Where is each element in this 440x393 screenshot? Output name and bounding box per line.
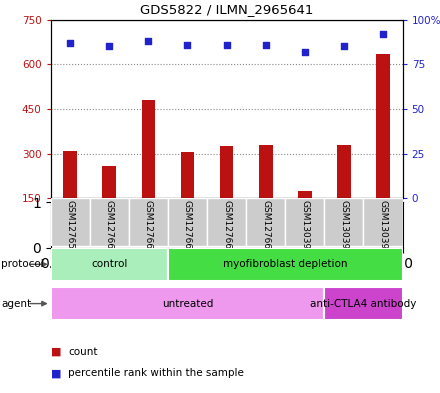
Bar: [51, 287, 324, 320]
Text: ■: ■: [51, 347, 61, 357]
Text: untreated: untreated: [162, 299, 213, 309]
Text: GSM1276603: GSM1276603: [222, 200, 231, 261]
Text: agent: agent: [1, 299, 31, 309]
Point: [301, 49, 308, 55]
Text: GSM1276602: GSM1276602: [183, 200, 192, 261]
Point: [341, 43, 348, 50]
Bar: [298, 191, 312, 198]
Text: percentile rank within the sample: percentile rank within the sample: [68, 368, 244, 378]
Text: GSM1303940: GSM1303940: [301, 200, 309, 261]
Text: GSM1276604: GSM1276604: [261, 200, 270, 261]
Bar: [220, 146, 234, 198]
Point: [106, 43, 113, 50]
Bar: [51, 198, 90, 246]
Bar: [285, 198, 324, 246]
Point: [262, 42, 269, 48]
Bar: [129, 198, 168, 246]
Text: GSM1303942: GSM1303942: [378, 200, 388, 261]
Bar: [337, 145, 351, 198]
Bar: [363, 198, 403, 246]
Point: [184, 42, 191, 48]
Bar: [324, 198, 363, 246]
Bar: [168, 198, 207, 246]
Bar: [376, 54, 390, 198]
Bar: [63, 151, 77, 198]
Bar: [142, 100, 155, 198]
Text: GSM1276599: GSM1276599: [66, 200, 75, 261]
Text: GSM1276600: GSM1276600: [105, 200, 114, 261]
Bar: [324, 287, 403, 320]
Point: [145, 38, 152, 44]
Text: protocol: protocol: [1, 259, 44, 269]
Bar: [103, 166, 116, 198]
Text: ■: ■: [51, 368, 61, 378]
Point: [380, 31, 387, 37]
Point: [66, 40, 73, 46]
Bar: [51, 248, 168, 281]
Text: GSM1303941: GSM1303941: [339, 200, 348, 261]
Point: [223, 42, 230, 48]
Text: myofibroblast depletion: myofibroblast depletion: [223, 259, 348, 269]
Title: GDS5822 / ILMN_2965641: GDS5822 / ILMN_2965641: [140, 3, 313, 16]
Bar: [246, 198, 285, 246]
Bar: [181, 152, 194, 198]
Bar: [168, 248, 403, 281]
Text: control: control: [91, 259, 128, 269]
Text: anti-CTLA4 antibody: anti-CTLA4 antibody: [310, 299, 417, 309]
Text: GSM1276601: GSM1276601: [144, 200, 153, 261]
Bar: [207, 198, 246, 246]
Bar: [90, 198, 129, 246]
Text: count: count: [68, 347, 98, 357]
Bar: [259, 145, 272, 198]
